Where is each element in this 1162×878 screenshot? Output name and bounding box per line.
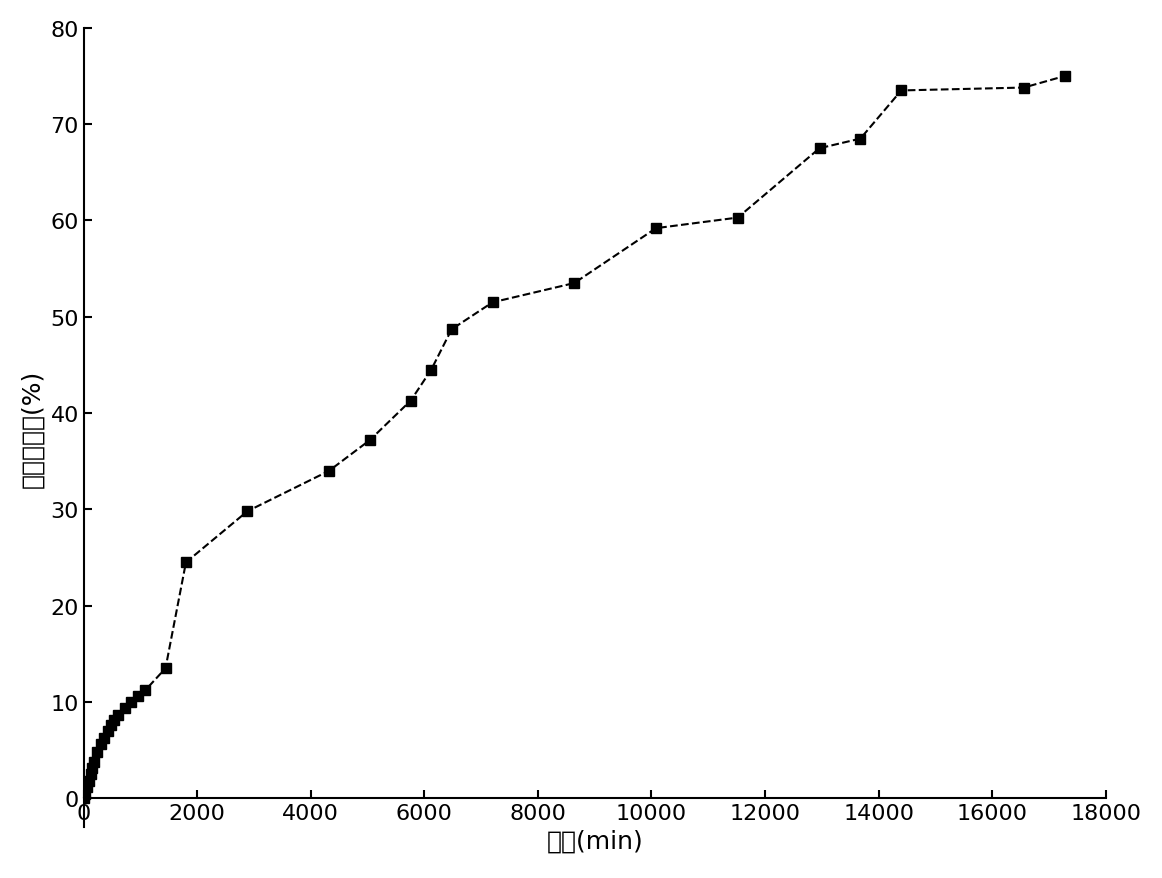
X-axis label: 时间(min): 时间(min) xyxy=(546,829,643,853)
Y-axis label: 药物释放量(%): 药物释放量(%) xyxy=(21,369,45,487)
